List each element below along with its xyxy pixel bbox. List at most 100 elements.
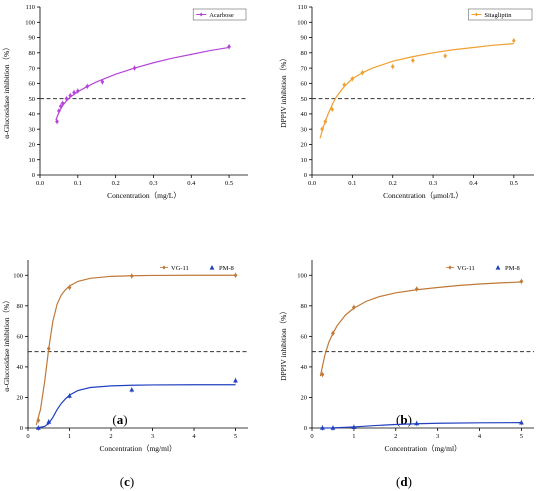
data-point: [320, 425, 325, 430]
data-point: [233, 378, 238, 383]
series-pm-8: [320, 419, 524, 431]
x-tick-label: 0.0: [308, 180, 316, 187]
x-tick-label: 5: [520, 433, 523, 440]
panel-label: (d): [396, 474, 412, 489]
x-tick-label: 1: [68, 433, 71, 440]
data-point: [323, 119, 328, 124]
data-point: [68, 93, 73, 98]
data-point: [100, 79, 105, 85]
y-tick-label: 60: [301, 81, 308, 88]
y-tick-label: 110: [297, 4, 307, 11]
x-tick-label: 0.1: [348, 180, 356, 187]
data-point: [360, 70, 365, 76]
data-point: [320, 126, 324, 132]
x-tick-label: 2: [394, 433, 397, 440]
legend: VG-11 PM-8: [446, 265, 520, 272]
x-axis-title: Concentration（μmol/L）: [383, 191, 463, 200]
legend: Acarbose: [192, 8, 247, 21]
legend-label: Sitagliptin: [484, 12, 512, 19]
y-axis-title: DPPIV inhibition（%）: [279, 307, 288, 381]
data-point: [129, 387, 135, 392]
y-tick-label: 40: [17, 364, 24, 371]
y-tick-label: 110: [25, 4, 35, 11]
y-tick-label: 40: [301, 111, 308, 118]
y-tick-label: 40: [301, 364, 308, 371]
y-tick-label: 100: [297, 272, 307, 279]
data-point: [60, 100, 65, 106]
data-point: [58, 103, 63, 109]
data-point: [64, 96, 69, 102]
x-tick-label: 0.3: [149, 180, 157, 187]
data-point: [72, 90, 76, 95]
chart-panel-c: 0 1 2 3 4 5 0 20 40 60 80 100 Concentration（mg/ml） α-…: [2, 260, 248, 489]
x-axis-title: Concentration（mg/ml）: [99, 444, 176, 453]
data-point: [351, 424, 357, 430]
data-point: [411, 58, 415, 63]
y-tick-label: 70: [301, 65, 308, 72]
legend-label: Acarbose: [209, 12, 234, 19]
y-tick-label: 80: [29, 50, 36, 57]
data-point: [129, 273, 134, 279]
series-vg-11: [319, 278, 524, 378]
data-point: [320, 372, 325, 377]
fit-curve: [55, 46, 230, 121]
legend-swatch-marker: [495, 265, 501, 270]
y-axis-title: α-Glucosidase inhibition（%）: [2, 296, 11, 391]
legend: VG-11 PM-8: [160, 265, 234, 272]
data-point: [414, 420, 420, 426]
data-point: [330, 106, 335, 112]
x-tick-label: 3: [436, 433, 439, 440]
fit-curve: [320, 422, 522, 429]
y-axis-title: α-Glucosidase inhibition（%）: [2, 43, 11, 138]
series-pm-8: [35, 377, 238, 431]
series-sitagliptin: [319, 37, 516, 139]
data-point: [85, 84, 90, 89]
fit-curve: [35, 274, 236, 426]
legend-label: VG-11: [171, 265, 189, 272]
x-tick-label: 0.0: [36, 180, 44, 187]
series-acarbose: [55, 43, 231, 125]
data-point: [330, 425, 336, 430]
legend-swatch-marker: [162, 265, 166, 270]
data-point: [46, 419, 52, 424]
legend-swatch-marker: [209, 265, 215, 270]
y-tick-label: 30: [29, 126, 36, 133]
y-tick-label: 90: [301, 35, 308, 42]
y-tick-label: 30: [301, 126, 308, 133]
y-tick-label: 50: [301, 96, 308, 103]
y-tick-label: 20: [29, 142, 36, 149]
x-tick-label: 0.4: [187, 180, 196, 187]
data-point: [227, 44, 231, 50]
chart-panel-a: 0.0 0.1 0.2 0.3 0.4 0.5 0 10 20 30 40 50 60 70 80 90 100…: [2, 4, 248, 427]
x-tick-label: 0.2: [112, 180, 120, 187]
legend-swatch-marker: [199, 12, 203, 17]
y-tick-label: 60: [29, 81, 36, 88]
x-tick-label: 4: [478, 433, 482, 440]
y-tick-label: 70: [29, 65, 36, 72]
y-tick-label: 20: [17, 395, 24, 402]
data-point: [511, 38, 516, 43]
data-point: [331, 330, 335, 336]
data-point: [342, 82, 347, 88]
y-tick-label: 100: [25, 19, 35, 26]
legend-label: PM-8: [219, 265, 234, 272]
y-tick-label: 0: [304, 172, 307, 179]
panel-label: (c): [120, 474, 134, 489]
y-tick-label: 60: [301, 334, 308, 341]
series-vg-11: [35, 272, 238, 426]
data-point: [233, 272, 238, 278]
x-tick-label: 0.5: [225, 180, 233, 187]
x-tick-label: 3: [151, 433, 154, 440]
y-tick-label: 60: [17, 334, 24, 341]
y-tick-label: 90: [29, 35, 36, 42]
y-tick-label: 100: [297, 19, 307, 26]
y-tick-label: 80: [301, 303, 308, 310]
x-tick-label: 0.1: [74, 180, 82, 187]
data-point: [519, 278, 524, 284]
x-tick-label: 4: [192, 433, 196, 440]
x-tick-label: 1: [352, 433, 355, 440]
legend: Sitagliptin: [468, 8, 533, 21]
data-point: [443, 53, 448, 59]
fit-curve: [319, 281, 522, 377]
